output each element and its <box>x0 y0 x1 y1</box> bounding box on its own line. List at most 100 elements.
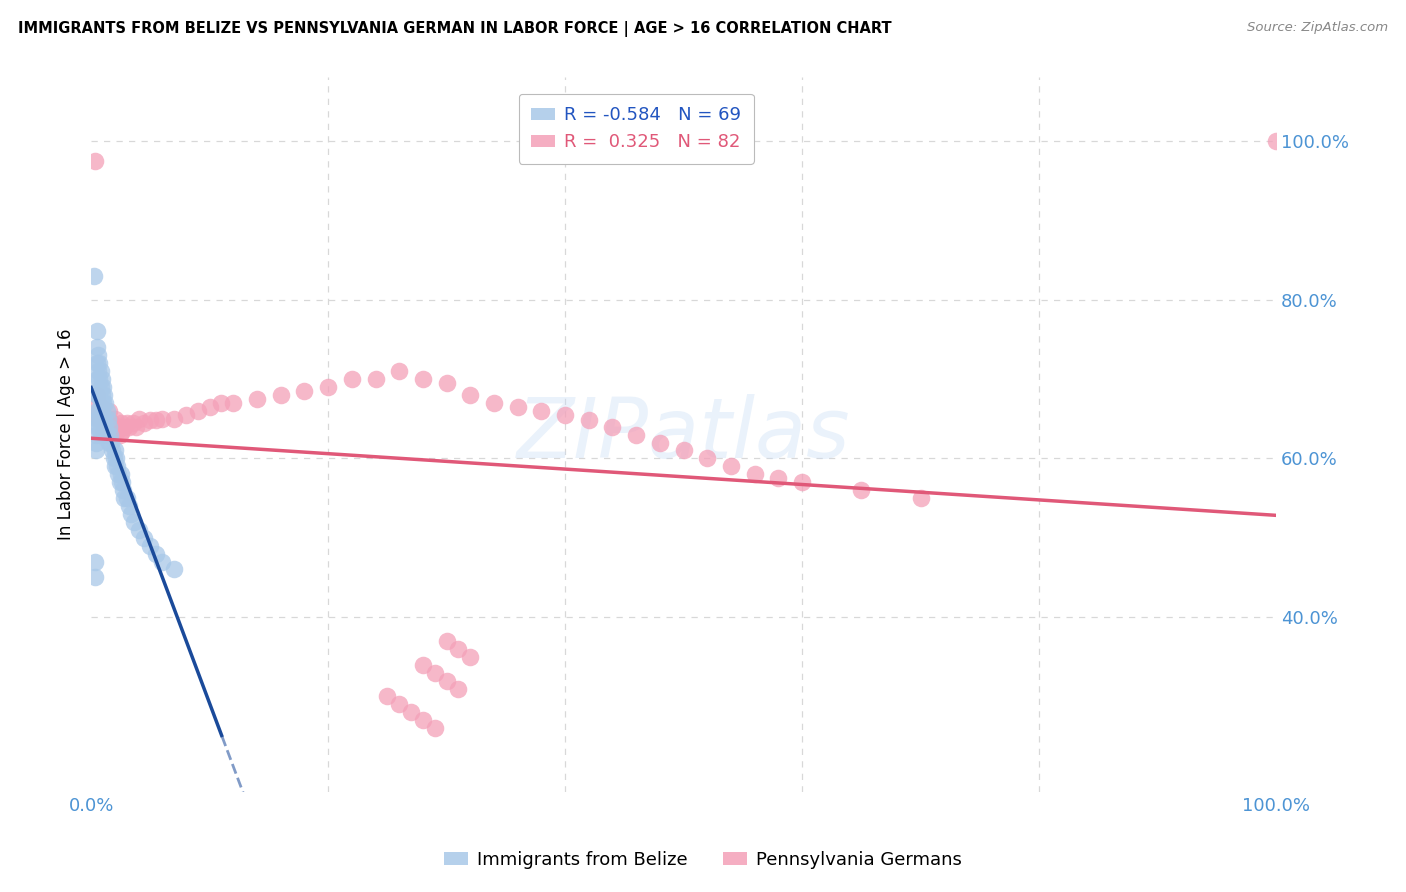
Point <box>93 411 115 425</box>
Point <box>91 411 114 425</box>
Point <box>211 396 233 410</box>
Point <box>447 681 470 696</box>
Point <box>768 471 790 485</box>
Point <box>112 483 135 497</box>
Point <box>98 427 121 442</box>
Text: Source: ZipAtlas.com: Source: ZipAtlas.com <box>1247 21 1388 35</box>
Point <box>105 459 128 474</box>
Point <box>111 475 134 490</box>
Point <box>96 403 118 417</box>
Point <box>107 419 129 434</box>
Point <box>447 641 470 656</box>
Point <box>83 153 105 168</box>
Point <box>115 491 138 505</box>
Point <box>436 634 458 648</box>
Point <box>423 665 446 680</box>
Point <box>83 268 105 283</box>
Point <box>112 491 135 505</box>
Point <box>90 419 112 434</box>
Point <box>108 427 131 442</box>
Point <box>87 396 110 410</box>
Point <box>578 413 600 427</box>
Point <box>97 419 120 434</box>
Point <box>94 427 117 442</box>
Point <box>294 384 316 398</box>
Point <box>150 411 173 425</box>
Point <box>90 400 112 414</box>
Point <box>270 388 292 402</box>
Point <box>744 467 766 482</box>
Point <box>648 435 671 450</box>
Point <box>530 403 553 417</box>
Point <box>84 427 107 442</box>
Text: ZIPatlas: ZIPatlas <box>517 394 851 475</box>
Point <box>94 419 117 434</box>
Point <box>101 416 124 430</box>
Point <box>554 408 576 422</box>
Point <box>97 419 120 434</box>
Point <box>377 690 399 704</box>
Point <box>118 419 141 434</box>
Point <box>86 388 108 402</box>
Point <box>90 380 112 394</box>
Point <box>120 507 142 521</box>
Point <box>93 411 115 425</box>
Point <box>89 403 111 417</box>
Point <box>97 411 120 425</box>
Point <box>122 515 145 529</box>
Point <box>145 413 167 427</box>
Point <box>83 555 105 569</box>
Point <box>128 523 150 537</box>
Point <box>423 721 446 735</box>
Point <box>91 427 114 442</box>
Point <box>86 340 108 354</box>
Point <box>340 372 363 386</box>
Point <box>84 443 107 458</box>
Point <box>720 459 742 474</box>
Point <box>412 372 434 386</box>
Point <box>174 408 197 422</box>
Point <box>87 364 110 378</box>
Point <box>388 364 411 378</box>
Point <box>851 483 873 497</box>
Point <box>89 388 111 402</box>
Point <box>672 443 695 458</box>
Point <box>97 403 120 417</box>
Point <box>101 443 124 458</box>
Point <box>103 451 125 466</box>
Point <box>98 419 121 434</box>
Point <box>110 416 132 430</box>
Point <box>86 419 108 434</box>
Point <box>86 411 108 425</box>
Point <box>125 419 148 434</box>
Point <box>139 539 162 553</box>
Point <box>121 416 143 430</box>
Point <box>86 388 108 402</box>
Point <box>163 411 186 425</box>
Point <box>134 531 156 545</box>
Point <box>90 364 112 378</box>
Y-axis label: In Labor Force | Age > 16: In Labor Force | Age > 16 <box>58 329 75 541</box>
Point <box>624 427 647 442</box>
Point <box>115 416 138 430</box>
Point <box>110 467 132 482</box>
Point <box>94 396 117 410</box>
Legend: Immigrants from Belize, Pennsylvania Germans: Immigrants from Belize, Pennsylvania Ger… <box>437 844 969 876</box>
Point <box>90 408 112 422</box>
Point <box>198 400 221 414</box>
Point <box>118 499 141 513</box>
Point <box>90 396 112 410</box>
Point <box>90 411 112 425</box>
Point <box>91 416 114 430</box>
Point <box>436 376 458 390</box>
Point <box>103 424 125 438</box>
Point <box>91 424 114 438</box>
Point <box>187 403 209 417</box>
Point <box>93 388 115 402</box>
Point <box>482 396 505 410</box>
Point <box>96 427 118 442</box>
Point <box>246 392 269 406</box>
Point <box>100 424 122 438</box>
Point <box>86 372 108 386</box>
Point <box>108 475 131 490</box>
